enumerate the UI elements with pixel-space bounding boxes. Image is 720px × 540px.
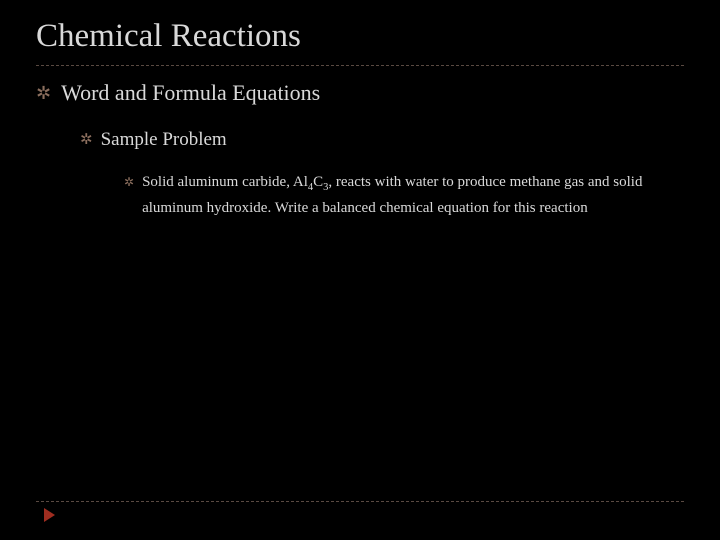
l3-prefix: Solid aluminum carbide, Al	[142, 174, 308, 190]
bullet-level-2: ✲ Sample Problem	[80, 128, 684, 152]
bullet-l3-text: Solid aluminum carbide, Al4C3, reacts wi…	[142, 172, 644, 218]
bullet-level-3: ✲ Solid aluminum carbide, Al4C3, reacts …	[124, 172, 684, 218]
slide-title: Chemical Reactions	[36, 18, 684, 66]
bullet-marker-icon: ✲	[80, 128, 93, 152]
footer-divider	[36, 501, 684, 502]
bullet-marker-icon: ✲	[124, 172, 134, 192]
footer-arrow-icon	[44, 508, 55, 522]
bullet-marker-icon: ✲	[36, 80, 51, 106]
bullet-l1-text: Word and Formula Equations	[61, 80, 320, 106]
bullet-level-1: ✲ Word and Formula Equations	[36, 80, 684, 106]
bullet-l2-text: Sample Problem	[101, 128, 227, 152]
slide-container: Chemical Reactions ✲ Word and Formula Eq…	[0, 0, 720, 540]
l3-mid: C	[313, 174, 323, 190]
